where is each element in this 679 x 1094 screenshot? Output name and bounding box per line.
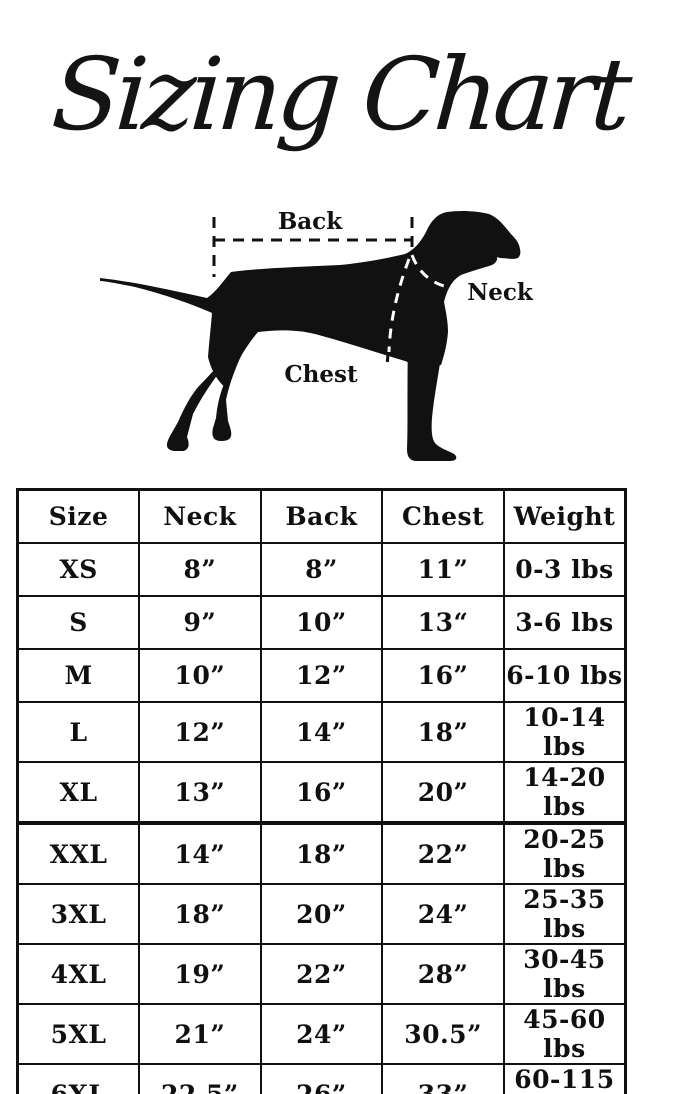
column-header-size: Size [16,488,141,544]
cell-weight: 0-3 lbs [502,542,627,597]
cell-weight: 10-14 lbs [502,701,627,763]
sizing-table-container: Size Neck Back Chest Weight XS 8” 8” 11”… [16,488,627,1094]
cell-weight: 14-20 lbs [502,761,627,824]
cell-weight: 20-25 lbs [502,821,627,885]
cell-neck: 14” [138,821,262,885]
back-label: Back [278,208,343,235]
cell-back: 10” [259,595,384,650]
cell-neck: 12” [138,701,262,763]
neck-label: Neck [467,279,534,306]
cell-back: 16” [259,761,384,824]
cell-size: M [16,648,141,703]
cell-size: L [16,701,141,763]
cell-back: 18” [259,821,384,885]
table-row: L 12” 14” 18” 10-14 lbs [16,701,627,763]
cell-size: 6XL [16,1063,141,1094]
table-row: XL 13” 16” 20” 14-20 lbs [16,761,627,824]
cell-back: 8” [259,542,384,597]
cell-neck: 21” [138,1003,262,1065]
table-row: M 10” 12” 16” 6-10 lbs [16,648,627,703]
cell-chest: 18” [381,701,505,763]
cell-back: 24” [259,1003,384,1065]
cell-chest: 30.5” [381,1003,505,1065]
chest-measurement-line [387,258,411,353]
column-header-chest: Chest [381,488,505,544]
sizing-table: Size Neck Back Chest Weight XS 8” 8” 11”… [16,488,627,1094]
cell-weight: 3-6 lbs [502,595,627,650]
column-header-back: Back [259,488,384,544]
table-row: 5XL 21” 24” 30.5” 45-60 lbs [16,1003,627,1065]
dog-silhouette [100,210,521,461]
cell-back: 14” [259,701,384,763]
cell-weight: 45-60 lbs [502,1003,627,1065]
cell-chest: 13“ [381,595,505,650]
page-title: Sizing Chart [48,36,631,153]
cell-chest: 24” [381,883,505,945]
table-row: 3XL 18” 20” 24” 25-35 lbs [16,883,627,945]
cell-neck: 9” [138,595,262,650]
table-row: 6XL 22.5” 26” 33” 60-115 lbs [16,1063,627,1094]
cell-weight: 25-35 lbs [502,883,627,945]
column-header-neck: Neck [138,488,262,544]
cell-neck: 19” [138,943,262,1005]
cell-size: XS [16,542,141,597]
cell-neck: 18” [138,883,262,945]
cell-weight: 60-115 lbs [502,1063,627,1094]
cell-size: 3XL [16,883,141,945]
cell-size: XL [16,761,141,824]
cell-chest: 11” [381,542,505,597]
chest-label: Chest [284,361,358,388]
cell-weight: 30-45 lbs [502,943,627,1005]
cell-size: S [16,595,141,650]
table-row: XXL 14” 18” 22” 20-25 lbs [16,821,627,885]
chest-measurement-line-tip [385,353,390,367]
cell-chest: 33” [381,1063,505,1094]
column-header-weight: Weight [502,488,627,544]
cell-size: 5XL [16,1003,141,1065]
dog-measurement-figure: Back Neck Chest [0,190,679,482]
table-row: S 9” 10” 13“ 3-6 lbs [16,595,627,650]
cell-chest: 28” [381,943,505,1005]
cell-chest: 16” [381,648,505,703]
back-measurement-line [212,217,414,277]
cell-chest: 22” [381,821,505,885]
table-header-row: Size Neck Back Chest Weight [16,488,627,544]
cell-back: 26” [259,1063,384,1094]
cell-back: 12” [259,648,384,703]
cell-neck: 8” [138,542,262,597]
cell-neck: 13” [138,761,262,824]
cell-back: 20” [259,883,384,945]
cell-size: XXL [16,821,141,885]
dog-illustration: Back Neck Chest [100,208,534,461]
cell-chest: 20” [381,761,505,824]
cell-size: 4XL [16,943,141,1005]
cell-neck: 10” [138,648,262,703]
cell-neck: 22.5” [138,1063,262,1094]
neck-measurement-line [410,254,477,289]
cell-back: 22” [259,943,384,1005]
cell-weight: 6-10 lbs [502,648,627,703]
table-row: 4XL 19” 22” 28” 30-45 lbs [16,943,627,1005]
table-row: XS 8” 8” 11” 0-3 lbs [16,542,627,597]
